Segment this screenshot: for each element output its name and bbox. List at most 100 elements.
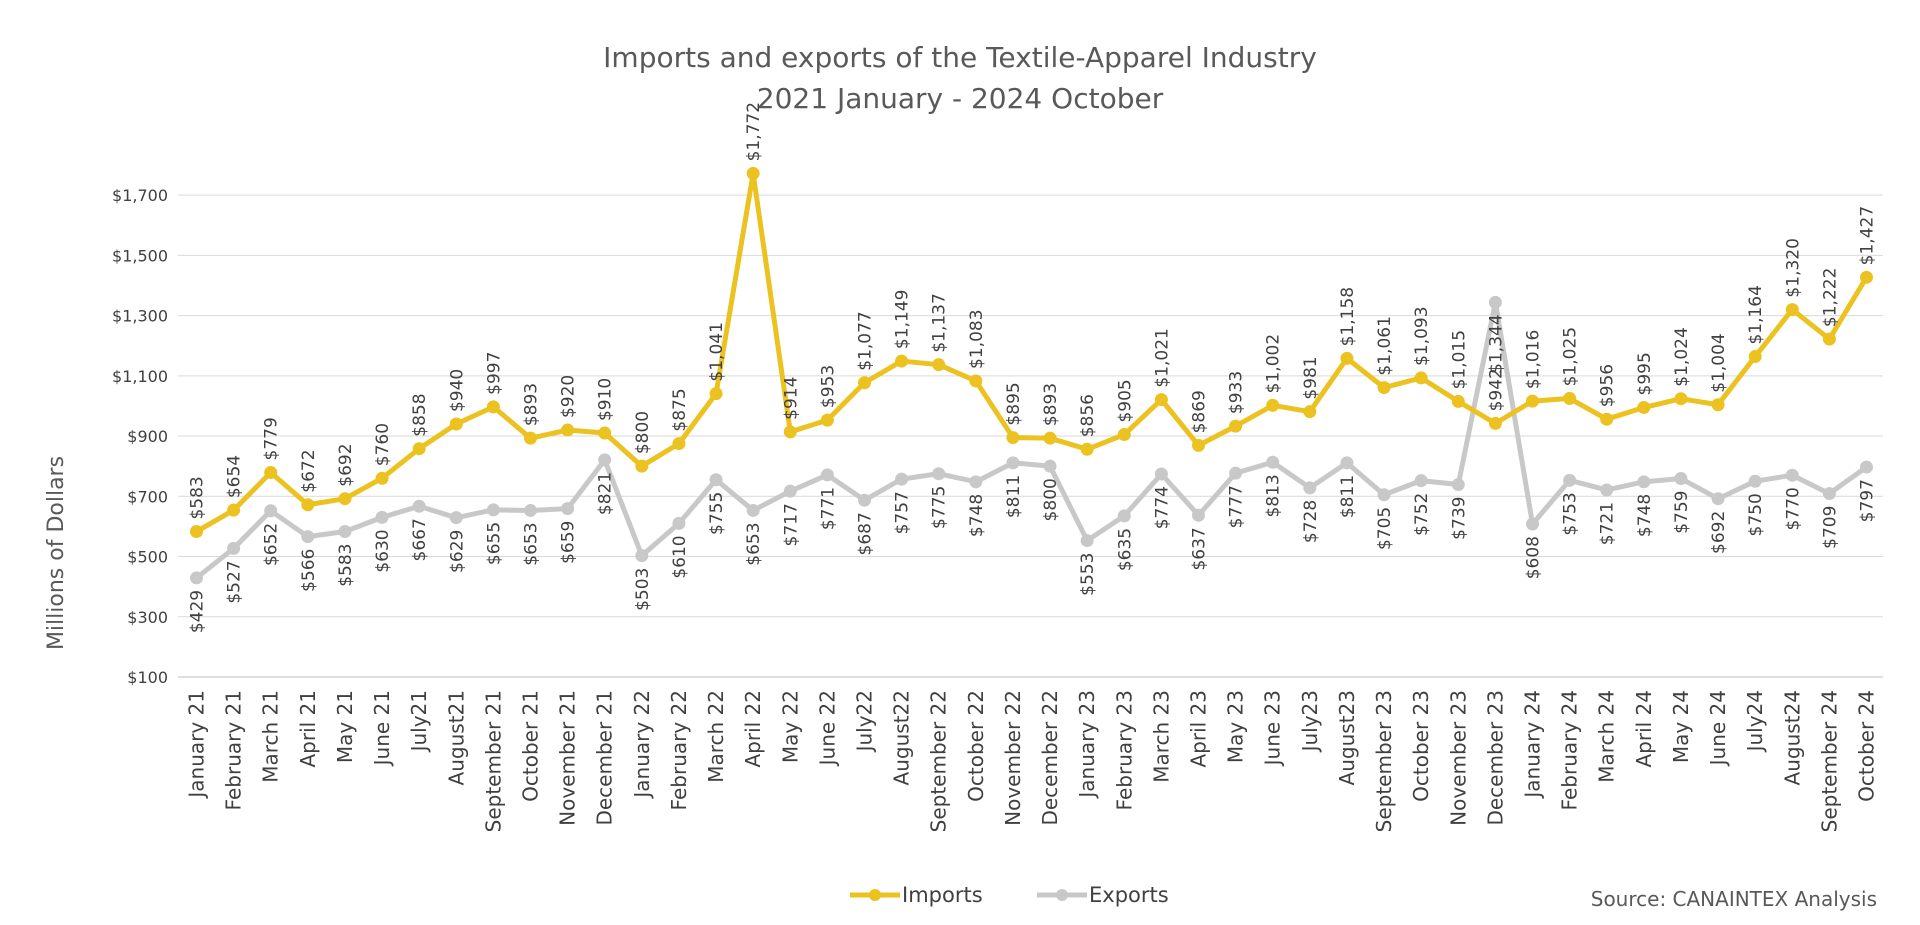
data-point (227, 503, 241, 517)
data-label: $775 (930, 486, 950, 529)
data-point (1377, 488, 1391, 502)
data-label: $748 (967, 494, 987, 537)
x-tick-label: January 22 (630, 690, 654, 800)
data-point (1860, 460, 1873, 474)
data-label: $797 (1858, 479, 1878, 522)
data-point (1488, 416, 1502, 430)
data-point (301, 530, 315, 544)
x-tick-label: December 22 (1038, 690, 1062, 826)
data-point (783, 425, 797, 439)
data-point (709, 473, 723, 487)
data-label: $687 (856, 512, 876, 555)
data-label: $910 (596, 378, 616, 421)
x-tick-label: November 22 (1001, 690, 1025, 826)
data-label: $653 (522, 522, 542, 565)
x-tick-label: March 23 (1149, 690, 1173, 783)
data-label: $774 (1152, 486, 1172, 529)
data-point (1563, 391, 1577, 405)
data-point (561, 502, 575, 516)
data-point (1229, 466, 1243, 480)
data-label: $953 (818, 365, 838, 408)
data-label: $811 (1338, 475, 1358, 518)
data-label: $753 (1561, 492, 1581, 535)
data-label: $1,061 (1375, 316, 1395, 375)
x-tick-label: September 23 (1372, 690, 1396, 832)
data-point (858, 376, 871, 390)
data-label: $635 (1115, 528, 1135, 571)
data-label: $770 (1783, 487, 1803, 530)
y-axis-title: Millions of Dollars (44, 456, 69, 650)
data-point (190, 571, 203, 585)
x-tick-label: September 22 (927, 690, 951, 832)
data-point (598, 426, 612, 440)
data-label: $721 (1598, 502, 1618, 545)
data-point (1488, 295, 1502, 309)
x-tick-label: October 24 (1855, 690, 1879, 802)
data-label: $811 (1004, 475, 1024, 518)
data-point (1192, 508, 1205, 522)
x-tick-label: April 23 (1187, 690, 1211, 768)
data-point (1080, 534, 1094, 548)
data-point (1822, 332, 1836, 346)
y-tick-label: $900 (127, 427, 168, 446)
data-label: $629 (447, 530, 467, 573)
y-tick-label: $700 (127, 487, 168, 506)
data-label: $800 (633, 411, 653, 454)
data-label: $997 (484, 352, 504, 395)
x-tick-label: November 23 (1446, 690, 1470, 826)
x-tick-label: March 21 (259, 690, 283, 783)
legend-exports-label: Exports (1089, 883, 1169, 907)
data-point (1154, 467, 1168, 481)
y-tick-label: $100 (127, 668, 168, 687)
data-label: $940 (447, 369, 467, 412)
data-label: $583 (188, 476, 208, 519)
data-point (1785, 303, 1799, 317)
data-label: $1,772 (744, 102, 764, 161)
x-tick-label: September 21 (481, 690, 505, 832)
data-label: $1,016 (1524, 330, 1544, 389)
data-label: $759 (1672, 491, 1692, 534)
data-label: $779 (262, 417, 282, 460)
data-label: $728 (1301, 500, 1321, 543)
data-point (672, 516, 686, 530)
x-tick-label: January 21 (185, 690, 209, 800)
x-tick-label: June 21 (370, 690, 394, 767)
data-label: $1,164 (1746, 285, 1766, 344)
x-tick-label: February 23 (1112, 690, 1136, 810)
legend-exports-marker (1056, 889, 1068, 901)
data-label: $821 (596, 472, 616, 515)
y-tick-label: $1,100 (112, 367, 168, 386)
source-note: Source: CANAINTEX Analysis (1591, 887, 1877, 911)
data-point (1266, 455, 1280, 469)
data-point (1340, 351, 1354, 365)
data-point (1117, 428, 1131, 442)
x-tick-label: March 24 (1595, 690, 1619, 783)
data-label: $893 (1041, 383, 1061, 426)
x-tick-label: June 22 (815, 690, 839, 767)
data-point (969, 374, 983, 388)
data-label: $893 (522, 383, 542, 426)
data-label: $1,004 (1709, 333, 1729, 392)
data-point (1377, 381, 1391, 395)
data-point (1860, 270, 1873, 284)
x-tick-label: October 21 (519, 690, 543, 802)
data-label: $739 (1449, 497, 1469, 540)
data-label: $800 (1041, 478, 1061, 521)
x-tick-label: February 21 (222, 690, 246, 810)
data-label: $692 (1709, 511, 1729, 554)
x-tick-label: January 23 (1075, 690, 1099, 800)
data-label: $905 (1115, 379, 1135, 422)
x-tick-label: July23 (1298, 690, 1322, 753)
data-point (1154, 393, 1168, 407)
data-point (486, 400, 500, 414)
y-tick-label: $300 (127, 608, 168, 627)
data-label: $1,021 (1152, 328, 1172, 387)
x-tick-label: June 23 (1261, 690, 1285, 767)
x-tick-label: May 21 (333, 690, 357, 763)
x-tick-label: April 22 (741, 690, 765, 768)
data-point (1785, 468, 1799, 482)
data-point (1043, 431, 1057, 445)
x-axis-ticks: January 21 February 21 March 21 April 21 May… (185, 690, 1879, 832)
data-label: $705 (1375, 507, 1395, 550)
data-label: $672 (299, 449, 319, 492)
